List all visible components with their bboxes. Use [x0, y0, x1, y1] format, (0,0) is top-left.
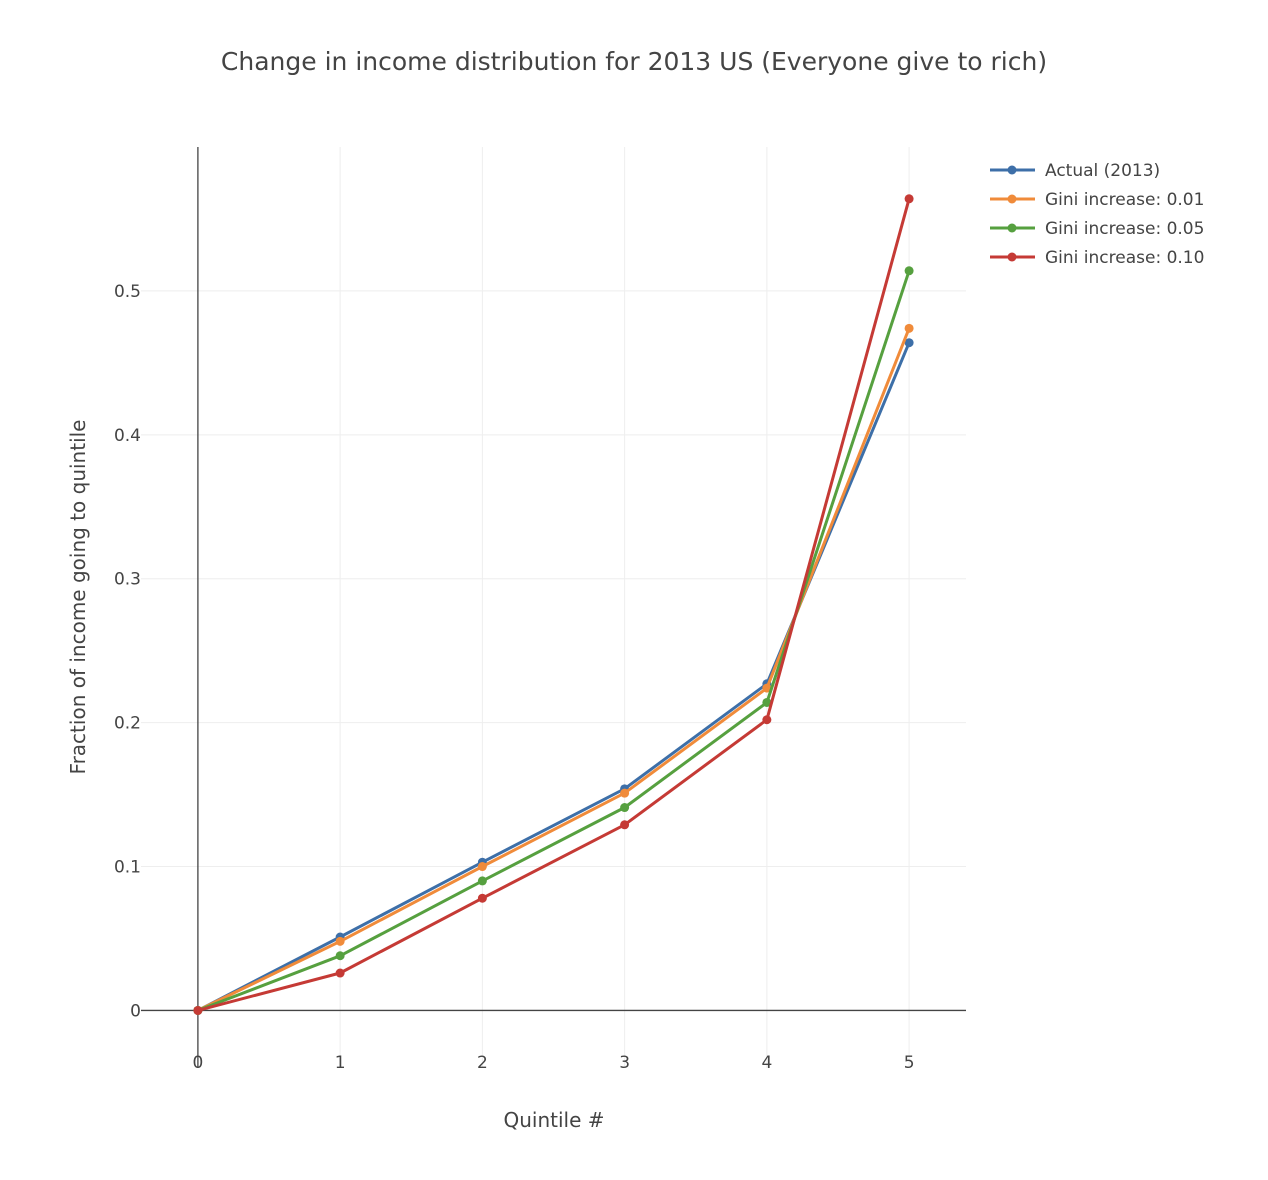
data-point — [762, 683, 772, 693]
legend-item: Gini increase: 0.10 — [990, 248, 1204, 268]
legend-swatch-marker — [1007, 165, 1017, 175]
legend: Actual (2013) Gini increase: 0.01 Gini inc… — [990, 161, 1204, 268]
legend-item: Gini increase: 0.05 — [990, 219, 1204, 239]
data-point — [335, 968, 345, 978]
grid-lines — [141, 147, 966, 1068]
series-group — [193, 266, 914, 1015]
data-point — [762, 715, 772, 725]
chart-title: Change in income distribution for 2013 U… — [221, 47, 1047, 76]
data-point — [904, 323, 914, 333]
series-group — [193, 194, 914, 1015]
x-tick-label: 4 — [761, 1053, 772, 1073]
y-tick-label: 0 — [130, 1001, 141, 1021]
legend-label: Gini increase: 0.01 — [1045, 190, 1204, 210]
x-tick-label: 2 — [477, 1053, 488, 1073]
series-line — [197, 342, 911, 1012]
x-tick-label: 5 — [904, 1053, 915, 1073]
legend-swatch-marker — [1007, 194, 1017, 204]
data-point — [477, 862, 487, 872]
x-axis-title: Quintile # — [503, 1108, 604, 1132]
data-point — [904, 266, 914, 276]
series-group — [193, 338, 914, 1015]
y-tick-label: 0.4 — [114, 426, 141, 446]
y-axis-title: Fraction of income going to quintile — [66, 420, 90, 775]
legend-label: Actual (2013) — [1045, 161, 1160, 181]
y-tick-label: 0.1 — [114, 858, 141, 878]
y-tick-label: 0.2 — [114, 714, 141, 734]
data-point — [620, 803, 630, 813]
data-point — [477, 876, 487, 886]
legend-label: Gini increase: 0.10 — [1045, 248, 1204, 268]
data-point — [904, 194, 914, 204]
data-point — [904, 338, 914, 348]
legend-swatch-marker — [1007, 223, 1017, 233]
series-group — [193, 323, 914, 1015]
data-point — [620, 820, 630, 830]
axes — [141, 147, 966, 1068]
y-tick-label: 0.3 — [114, 570, 141, 590]
x-tick-label: 0 — [192, 1053, 203, 1073]
y-tick-label: 0.5 — [114, 282, 141, 302]
series-line — [197, 270, 911, 1012]
x-tick-label: 1 — [335, 1053, 346, 1073]
data-point — [335, 936, 345, 946]
data-point — [620, 788, 630, 798]
data-point — [335, 951, 345, 961]
legend-label: Gini increase: 0.05 — [1045, 219, 1204, 239]
data-point — [477, 893, 487, 903]
x-tick-label: 3 — [619, 1053, 630, 1073]
series-line — [197, 327, 911, 1012]
data-point — [193, 1005, 203, 1015]
legend-item: Gini increase: 0.01 — [990, 190, 1204, 210]
tick-labels: 0 1 2 3 4 5 0 0.1 0.2 0.3 0.4 0.5 — [114, 282, 915, 1073]
data-point — [762, 697, 772, 707]
series-line — [197, 198, 911, 1012]
series-lines — [193, 194, 914, 1015]
legend-swatch-marker — [1007, 252, 1017, 262]
legend-item: Actual (2013) — [990, 161, 1160, 181]
